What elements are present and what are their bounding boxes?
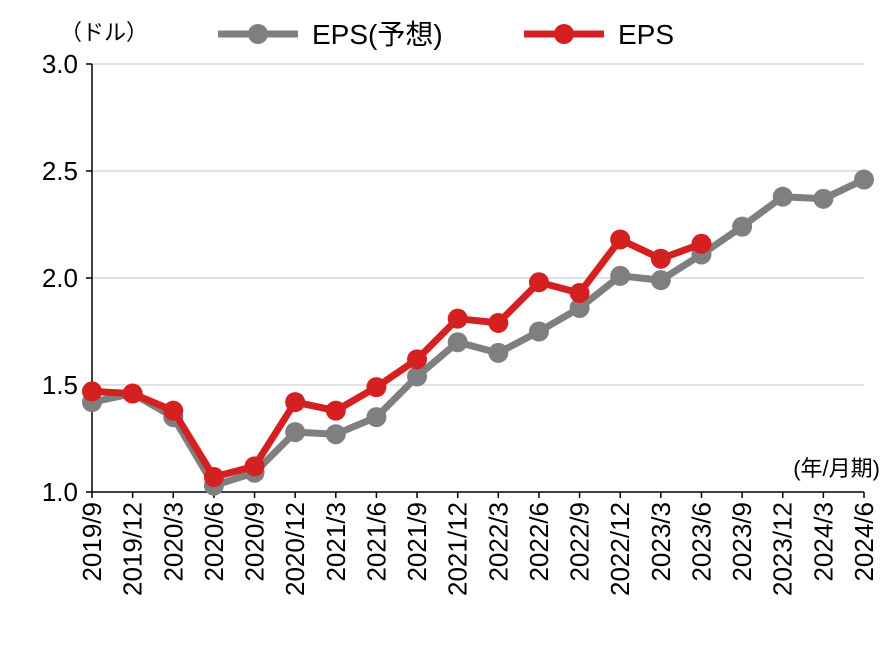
data-point [325,400,346,421]
data-point [610,229,631,250]
x-tick-label: 2020/3 [158,502,188,582]
data-point [488,312,509,333]
x-tick-label: 2021/6 [361,502,391,582]
data-point [325,424,346,445]
data-point [447,308,468,329]
x-unit-label: (年/月期) [793,456,880,481]
data-point [610,265,631,286]
legend-marker [554,24,574,44]
x-tick-label: 2020/12 [280,502,310,596]
x-tick-label: 2023/6 [686,502,716,582]
x-tick-label: 2024/6 [849,502,879,582]
legend-label: EPS [618,19,674,50]
data-point [569,297,590,318]
y-tick-label: 2.0 [42,263,78,293]
x-tick-label: 2022/9 [565,502,595,582]
x-tick-label: 2021/12 [443,502,473,596]
x-tick-label: 2019/9 [77,502,107,582]
y-tick-label: 1.0 [42,477,78,507]
x-tick-label: 2023/9 [727,502,757,582]
x-tick-labels: 2019/9 2019/12 2020/3 2020/6 2020/9 2020/12 20… [77,502,879,596]
gridlines [92,63,864,386]
data-point [691,233,712,254]
data-point [650,248,671,269]
series-line-1 [91,236,703,481]
data-point [163,400,184,421]
data-point [447,332,468,353]
x-tick-label: 2021/3 [321,502,351,582]
data-point [528,321,549,342]
data-point [732,216,753,237]
data-point [366,377,387,398]
data-point [813,188,834,209]
data-point [407,366,428,387]
data-point [285,422,306,443]
x-tick-label: 2020/9 [240,502,270,582]
x-tick-label: 2023/3 [646,502,676,582]
data-point [488,342,509,363]
y-unit-label: （ドル） [60,20,148,45]
y-tick-label: 3.0 [42,49,78,79]
data-point [407,349,428,370]
data-point [203,467,224,488]
y-tick-labels: 1.0 1.5 2.0 2.5 3.0 [42,49,78,507]
legend-label: EPS(予想) [312,19,443,50]
x-tick-label: 2020/6 [199,502,229,582]
x-tick-label: 2022/12 [605,502,635,596]
series-lines [82,169,874,496]
data-point [650,270,671,291]
data-point [122,383,143,404]
x-tick-label: 2022/3 [483,502,513,582]
data-point [528,272,549,293]
x-tick-label: 2023/12 [768,502,798,596]
x-tick-label: 2022/6 [524,502,554,582]
x-tick-label: 2019/12 [118,502,148,596]
x-tick-label: 2024/3 [808,502,838,582]
data-point [854,169,874,190]
data-point [366,407,387,428]
data-point [285,392,306,413]
data-point [82,381,102,402]
data-point [244,456,265,477]
legend: EPS(予想) EPS [218,19,674,50]
data-point [772,186,793,207]
axes [86,63,865,498]
y-tick-label: 1.5 [42,370,78,400]
data-point [569,282,590,303]
y-tick-label: 2.5 [42,156,78,186]
x-tick-label: 2021/9 [402,502,432,582]
legend-marker [248,24,268,44]
